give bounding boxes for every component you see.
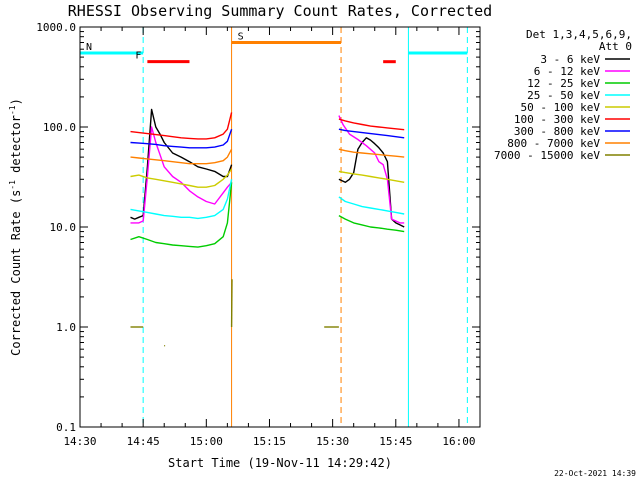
x-tick-label-1: 14:45 <box>127 435 160 448</box>
x-tick-label-3: 15:15 <box>253 435 286 448</box>
flag-label-4: S <box>238 31 244 42</box>
x-tick-label-5: 15:45 <box>379 435 412 448</box>
x-tick-label-4: 15:30 <box>316 435 349 448</box>
y-tick-label-0: 0.1 <box>56 421 76 434</box>
x-tick-label-6: 16:00 <box>442 435 475 448</box>
y-axis-label-sup2: -1 <box>8 105 17 115</box>
y-axis-label-end: ) <box>9 98 23 105</box>
y-tick-label-3: 100.0 <box>43 121 76 134</box>
y-tick-label-4: 1000.0 <box>36 21 76 34</box>
x-tick-label-0: 14:30 <box>63 435 96 448</box>
timestamp-footer: 22-Oct-2021 14:39 <box>554 469 636 478</box>
flag-label-0: N <box>86 42 92 53</box>
y-axis-label-mid: detector <box>9 115 23 180</box>
y-axis-label-main: Corrected Count Rate (s <box>9 190 23 356</box>
y-tick-label-2: 10.0 <box>50 221 77 234</box>
legend-entry-label-8: 7000 - 15000 keV <box>494 149 600 162</box>
flag-label-2: F <box>135 51 141 62</box>
y-axis-label-sup1: -1 <box>8 180 17 190</box>
x-tick-label-2: 15:00 <box>190 435 223 448</box>
x-axis-label: Start Time (19-Nov-11 14:29:42) <box>168 456 392 470</box>
y-axis-label: Corrected Count Rate (s-1 detector-1) <box>8 98 23 356</box>
y-tick-label-1: 1.0 <box>56 321 76 334</box>
chart-title: RHESSI Observing Summary Count Rates, Co… <box>68 2 492 20</box>
legend-header-attenuator: Att 0 <box>599 40 632 53</box>
